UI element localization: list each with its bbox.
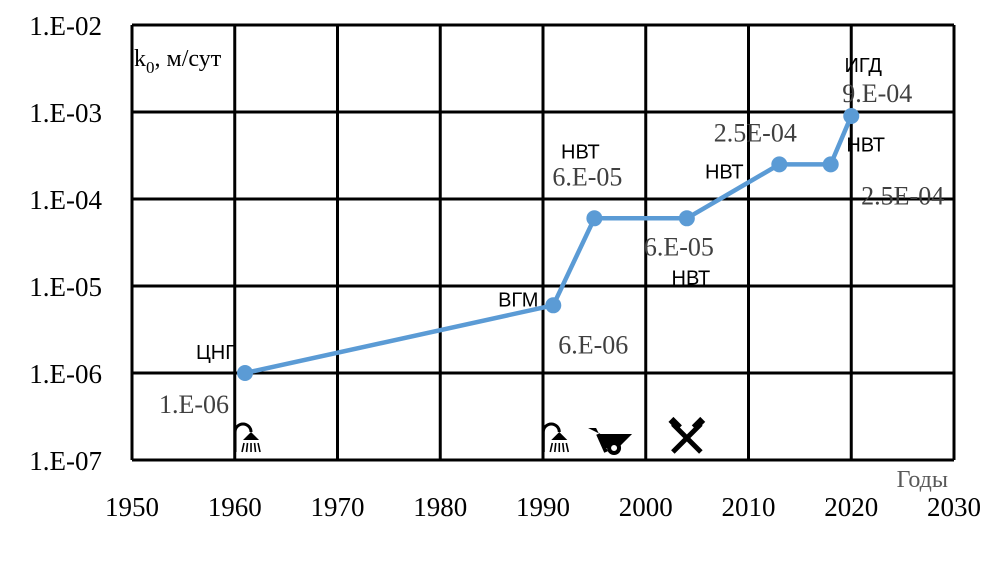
x-tick-label: 1970 bbox=[311, 492, 365, 522]
x-axis-label: Годы bbox=[897, 467, 948, 493]
data-point bbox=[237, 365, 254, 381]
x-tick-label: 1950 bbox=[105, 492, 159, 522]
crossed-hammers-icon bbox=[668, 416, 706, 454]
wheelbarrow-icon bbox=[588, 428, 633, 455]
data-point bbox=[545, 297, 562, 314]
y-tick-label: 1.E-04 bbox=[29, 185, 102, 215]
y-axis-label: k0, м/сут bbox=[134, 46, 222, 77]
data-point bbox=[771, 156, 788, 173]
x-tick-label: 2000 bbox=[619, 492, 673, 522]
x-tick-label: 1980 bbox=[413, 492, 467, 522]
value-label: 6.E-05 bbox=[644, 232, 714, 261]
x-tick-label: 2030 bbox=[927, 492, 981, 522]
value-label: 2.5E-04 bbox=[861, 181, 944, 210]
tick-labels: 1950 1960 1970 1980 1990 2000 2010 2020 2030 1.E-… bbox=[29, 11, 981, 522]
x-tick-label: 1990 bbox=[516, 492, 570, 522]
value-label: 6.E-05 bbox=[552, 162, 622, 191]
data-point bbox=[843, 107, 860, 124]
method-label: ВГМ bbox=[498, 289, 538, 311]
x-tick-label: 1960 bbox=[208, 492, 262, 522]
method-label: НВТ bbox=[561, 141, 600, 163]
data-point bbox=[678, 210, 695, 227]
y-tick-label: 1.E-05 bbox=[29, 272, 102, 302]
method-label: ЦНГ bbox=[196, 342, 236, 364]
data-point bbox=[822, 156, 839, 173]
value-label: 6.E-06 bbox=[558, 330, 628, 359]
y-tick-label: 1.E-02 bbox=[29, 11, 102, 41]
data-point bbox=[586, 210, 603, 227]
method-label: НВТ bbox=[846, 134, 885, 156]
y-tick-label: 1.E-06 bbox=[29, 359, 102, 389]
y-tick-label: 1.E-07 bbox=[29, 446, 102, 476]
x-tick-label: 2020 bbox=[824, 492, 878, 522]
icons bbox=[233, 416, 706, 455]
shower-icon bbox=[541, 422, 570, 453]
value-label: 2.5E-04 bbox=[714, 118, 797, 147]
grid bbox=[130, 23, 956, 462]
method-label: ИГД bbox=[845, 55, 883, 77]
x-tick-label: 2010 bbox=[722, 492, 776, 522]
value-label: 1.E-06 bbox=[159, 390, 229, 419]
method-label: НВТ bbox=[705, 161, 744, 183]
series bbox=[237, 107, 860, 381]
series-line bbox=[244, 115, 854, 376]
value-label: 9.E-04 bbox=[842, 79, 912, 108]
y-tick-label: 1.E-03 bbox=[29, 98, 102, 128]
method-label: НВТ bbox=[672, 267, 711, 289]
shower-icon bbox=[233, 422, 261, 453]
